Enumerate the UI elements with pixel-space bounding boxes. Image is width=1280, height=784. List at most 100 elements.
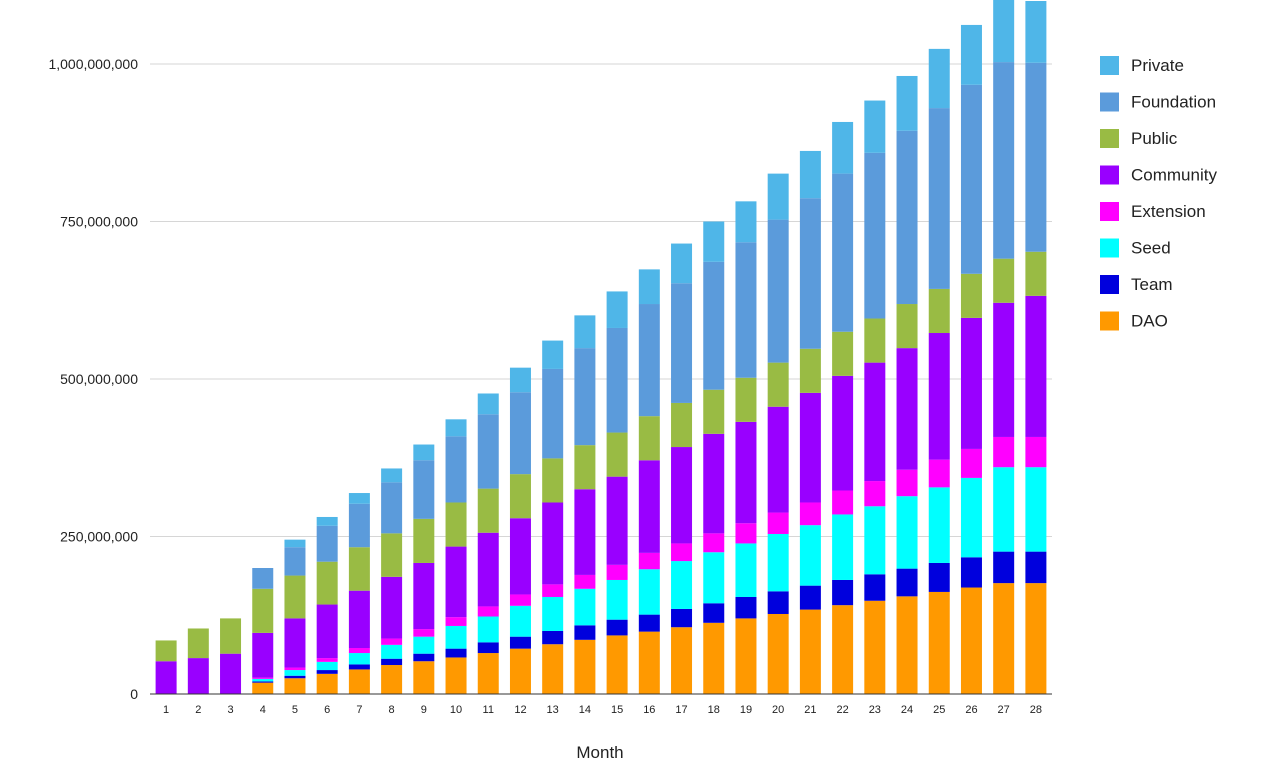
legend-label-community: Community <box>1131 166 1217 185</box>
bars <box>155 0 1047 694</box>
bar-segment-private-month-23 <box>864 100 886 153</box>
x-tick-label: 22 <box>836 704 848 716</box>
bar-segment-extension-month-22 <box>832 490 854 515</box>
bar-segment-dao-month-19 <box>735 618 757 694</box>
bar-segment-extension-month-4 <box>252 677 274 679</box>
bar-segment-seed-month-10 <box>445 625 467 649</box>
bar-segment-seed-month-7 <box>348 653 370 665</box>
bar-segment-community-month-11 <box>477 532 499 607</box>
x-tick-label: 23 <box>869 704 881 716</box>
bar-segment-private-month-13 <box>542 340 564 369</box>
x-tick-label: 6 <box>324 704 330 716</box>
bar-segment-team-month-8 <box>381 658 403 666</box>
bar-segment-private-month-8 <box>381 468 403 483</box>
bar-segment-foundation-month-12 <box>509 392 531 475</box>
legend-swatch-extension <box>1100 202 1119 221</box>
x-tick-label: 18 <box>708 704 720 716</box>
bar-segment-foundation-month-13 <box>542 368 564 459</box>
bar-segment-private-month-7 <box>348 493 370 504</box>
bar-segment-private-month-19 <box>735 201 757 243</box>
bar-segment-seed-month-25 <box>928 487 950 563</box>
x-tick-label: 21 <box>804 704 816 716</box>
bar-segment-extension-month-13 <box>542 584 564 597</box>
bar-segment-community-month-14 <box>574 489 596 575</box>
x-axis-ticks: 1 2 3 4 5 6 7 8 9 10 11 12 13 14 15 16 17 18 19 20 21 22 23 24 2… <box>163 704 1042 716</box>
bar-segment-foundation-month-18 <box>703 261 725 390</box>
bar-segment-seed-month-11 <box>477 616 499 643</box>
x-tick-label: 17 <box>675 704 687 716</box>
bar-segment-extension-month-23 <box>864 481 886 507</box>
bar-segment-dao-month-23 <box>864 600 886 694</box>
x-tick-label: 13 <box>547 704 559 716</box>
bar-segment-extension-month-27 <box>993 436 1015 468</box>
bar-segment-foundation-month-26 <box>960 84 982 274</box>
x-tick-label: 10 <box>450 704 462 716</box>
bar-segment-foundation-month-9 <box>413 460 435 519</box>
bar-segment-team-month-27 <box>993 551 1015 584</box>
bar-segment-foundation-month-17 <box>671 283 693 403</box>
bar-segment-extension-month-6 <box>316 658 338 662</box>
legend-label-public: Public <box>1131 129 1178 148</box>
bar-segment-public-month-13 <box>542 458 564 503</box>
x-axis-title: Month <box>576 743 623 762</box>
bar-segment-dao-month-21 <box>799 609 821 694</box>
bar-segment-extension-month-26 <box>960 448 982 478</box>
bar-segment-team-month-4 <box>252 681 274 683</box>
bar-segment-community-month-27 <box>993 302 1015 437</box>
y-tick-label: 0 <box>130 686 138 702</box>
bar-segment-public-month-1 <box>155 640 177 662</box>
bar-segment-extension-month-15 <box>606 564 628 580</box>
bar-segment-foundation-month-5 <box>284 547 306 576</box>
bar-segment-foundation-month-11 <box>477 414 499 489</box>
x-tick-label: 20 <box>772 704 784 716</box>
bar-segment-seed-month-4 <box>252 678 274 682</box>
bar-segment-extension-month-24 <box>896 469 918 497</box>
bar-segment-private-month-15 <box>606 291 628 328</box>
bar-segment-team-month-20 <box>767 591 789 614</box>
bar-segment-private-month-24 <box>896 75 918 131</box>
bar-segment-seed-month-27 <box>993 467 1015 552</box>
bar-segment-dao-month-18 <box>703 622 725 694</box>
bar-segment-community-month-25 <box>928 333 950 460</box>
legend-swatch-team <box>1100 275 1119 294</box>
bar-segment-team-month-5 <box>284 675 306 679</box>
x-tick-label: 25 <box>933 704 945 716</box>
bar-segment-team-month-26 <box>960 557 982 588</box>
bar-segment-private-month-6 <box>316 516 338 526</box>
bar-segment-private-month-17 <box>671 243 693 284</box>
bar-segment-team-month-23 <box>864 574 886 601</box>
bar-segment-community-month-19 <box>735 421 757 524</box>
bar-segment-community-month-4 <box>252 632 274 678</box>
bar-segment-seed-month-5 <box>284 670 306 676</box>
legend-swatch-dao <box>1100 311 1119 331</box>
legend-label-seed: Seed <box>1131 239 1171 258</box>
bar-segment-dao-month-28 <box>1025 583 1047 694</box>
bar-segment-extension-month-18 <box>703 533 725 553</box>
bar-segment-foundation-month-10 <box>445 436 467 503</box>
bar-segment-dao-month-22 <box>832 605 854 694</box>
bar-segment-foundation-month-14 <box>574 348 596 446</box>
legend-label-foundation: Foundation <box>1131 93 1216 112</box>
bar-segment-seed-month-24 <box>896 496 918 569</box>
bar-segment-public-month-14 <box>574 445 596 490</box>
bar-segment-extension-month-16 <box>638 552 660 570</box>
bar-segment-private-month-20 <box>767 173 789 220</box>
bar-segment-extension-month-28 <box>1025 436 1047 468</box>
bar-segment-seed-month-21 <box>799 525 821 586</box>
bar-segment-extension-month-19 <box>735 523 757 544</box>
bar-segment-extension-month-11 <box>477 606 499 617</box>
bar-segment-community-month-8 <box>381 576 403 639</box>
y-tick-label: 250,000,000 <box>60 529 138 545</box>
bar-segment-foundation-month-15 <box>606 327 628 433</box>
bar-segment-extension-month-17 <box>671 543 693 562</box>
bar-segment-public-month-20 <box>767 362 789 407</box>
bar-segment-community-month-18 <box>703 433 725 534</box>
bar-segment-team-month-17 <box>671 608 693 628</box>
x-tick-label: 1 <box>163 704 169 716</box>
x-tick-label: 19 <box>740 704 752 716</box>
bar-segment-seed-month-17 <box>671 561 693 609</box>
bar-segment-community-month-10 <box>445 546 467 618</box>
bar-segment-public-month-12 <box>509 474 531 519</box>
legend-label-dao: DAO <box>1131 312 1168 331</box>
bar-segment-extension-month-14 <box>574 574 596 589</box>
